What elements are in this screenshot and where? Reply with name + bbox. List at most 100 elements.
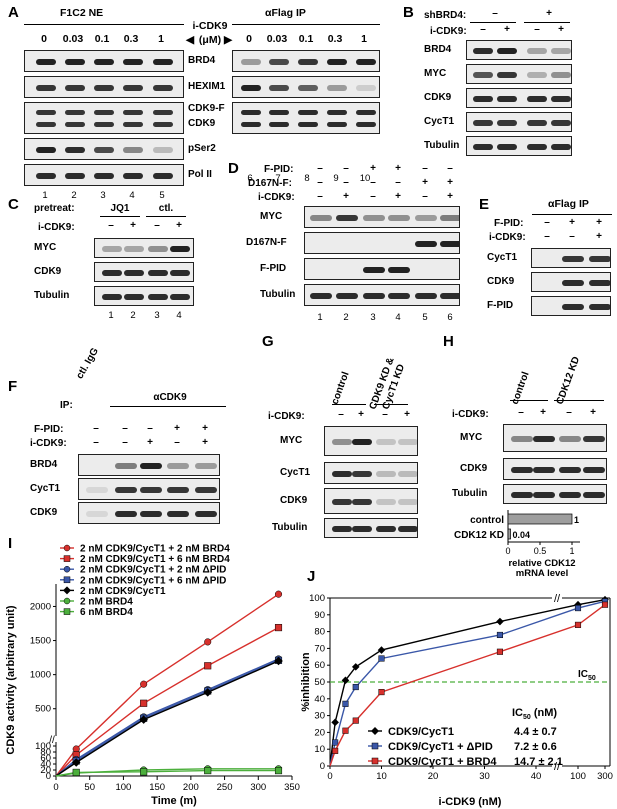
blot-b-2-band-3 [551,96,571,102]
bar-value-kd: 0.04 [513,530,531,540]
blot-d-0-band-0 [310,215,332,221]
blot-d-3-band-5 [440,293,459,299]
blot-g-3-band-2 [376,526,396,532]
a-lane-1: 2 [71,190,77,201]
e-sign-0-0: – [544,217,550,228]
blot-a-left-4-band-2 [94,173,114,179]
i-point-0-2 [140,680,148,688]
blot-b-0 [466,40,572,60]
blot-f-1-band-3 [167,487,189,493]
i-series-line-4 [55,660,279,777]
blot-d-1-band-4 [415,241,437,247]
a-lane-0: 1 [42,190,48,201]
i-legend-text-6: 6 nM BRD4 [80,607,133,618]
j-table-header: IC50 (nM) [512,707,557,721]
shbrd4-label: shBRD4: [424,10,467,21]
blot-b-3-band-1 [497,120,517,126]
blot-f-0-band-3 [167,463,189,469]
blot-h-1 [503,458,607,480]
i-legend-text-3: 2 nM CDK9/CycT1 + 6 nM ΔPID [80,575,226,586]
blot-a-left-1-band-0 [36,85,56,91]
d-sign-0-2: + [370,163,376,174]
d-sign-2-3: + [395,191,401,202]
blot-e-1-band-1 [562,280,584,286]
i-xtick-label-6: 300 [250,782,266,793]
b-icdk9-sign-2: – [534,24,540,35]
d-lane-2: 3 [370,312,376,323]
blot-d-0-band-2 [363,215,385,221]
blot-a-right-2-band-1 [269,110,289,115]
i-point-6-4 [274,767,283,775]
j-ic50-text: IC [578,669,588,680]
j-ytick-label-4: 40 [314,694,325,705]
j-point-0-4 [377,646,386,654]
h-sign-3: + [590,407,596,418]
i-point-0-1 [72,745,80,753]
b-bar-r [524,22,570,23]
a-lane-r-3: 9 [333,173,339,184]
blot-a-right-2-band-8 [327,122,347,127]
j-point-0-6 [574,600,582,609]
blot-a-right-0-band-3 [327,59,347,65]
blot-a-right-1-band-0 [241,85,261,91]
i-ytick-label-8: 1500 [30,636,51,647]
c-icdk9-label: i-CDK9: [38,222,75,233]
dose-arrow-right: ▶ [224,34,233,46]
blot-c-0-band-0 [102,246,122,252]
j-ytick-label-6: 60 [314,660,325,671]
i-series-1: 2 nM CDK9/CycT1 + 6 nM BRD4 [55,554,283,777]
i-legend-text-2: 2 nM CDK9/CycT1 + 2 nM ΔPID [80,565,226,576]
j-legend-ic50-0: 4.4 ± 0.7 [514,726,557,738]
i-point-6-1 [72,768,80,776]
j-point-2-2 [342,727,349,734]
blot-a-left-2-band-6 [65,122,85,127]
j-legend-name-0: CDK9/CycT1 [388,726,454,738]
e-sign-1-2: + [596,231,602,242]
i-ytick-label-5: 100 [35,741,51,752]
j-ytick-label-3: 30 [314,711,325,722]
blot-a-left-2-band-3 [123,110,143,115]
dose-left-1: 0.03 [62,33,84,45]
i-ytick-label-4: 80 [40,747,51,758]
j-series-1 [329,598,609,767]
j-ytick-label-1: 10 [314,744,325,755]
dose-left-3: 0.3 [123,33,139,45]
d-sign-1-1: – [343,177,349,188]
i-xtick-label-2: 100 [115,782,131,793]
panel-letter-a: A [8,4,19,21]
blot-d-3-band-1 [336,293,358,299]
j-point-0-5 [496,617,504,626]
c-lane-3: 4 [176,310,182,321]
e-row-label-1: CDK9 [487,276,515,287]
i-series-line-6 [55,769,279,777]
blot-g-3-band-3 [398,526,417,532]
blot-d-0-band-4 [415,215,437,221]
i-ytick-label-0: 0 [46,771,51,782]
j-point-0-2 [341,676,350,685]
b-icdk9-sign-0: – [480,24,486,35]
blot-g-2-band-2 [376,499,396,505]
blot-d-0-band-1 [336,215,358,221]
f-cond-1: i-CDK9: [30,438,67,449]
a-lane-2: 3 [100,190,106,201]
blot-a-right-1 [232,76,380,98]
dose-left-0: 0 [41,33,47,45]
j-ytick-label-2: 20 [314,727,325,738]
i-ytick-label-1: 20 [40,765,51,776]
blot-a-right-2-band-0 [241,110,261,115]
e-sign-1-1: – [569,231,575,242]
blot-a-left-4-band-0 [36,173,56,179]
blot-a-right-0-band-2 [298,59,318,65]
blot-e-0 [531,248,611,268]
blot-a-right-1-band-2 [298,85,318,91]
f-sign-0-2: – [147,423,153,434]
dose-right-4: 1 [361,33,367,45]
blot-b-4-band-0 [473,144,493,150]
blot-f-2-band-2 [140,511,162,517]
f-sign-0-0: – [93,423,99,434]
bar-tick-label-1: 0.5 [534,546,547,556]
blot-h-0-band-3 [583,436,605,442]
d-sign-1-5: + [447,177,453,188]
i-series-line-0 [55,593,279,777]
a-row-label-2: CDK9-F [188,103,225,114]
